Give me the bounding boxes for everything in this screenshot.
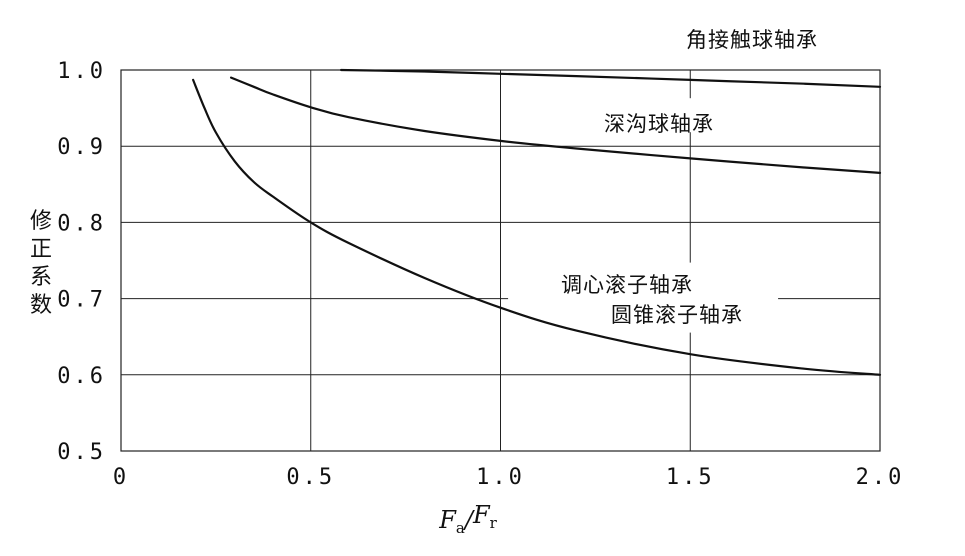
y-tick-label: 0.8 bbox=[57, 211, 106, 236]
y-tick-label: 0.9 bbox=[57, 135, 106, 160]
series-line-3 bbox=[192, 78, 882, 376]
label-mask bbox=[508, 262, 779, 333]
y-axis-label-char: 数 bbox=[30, 293, 52, 318]
series-layer bbox=[192, 68, 882, 376]
x-axis-label-subscript: a bbox=[456, 519, 465, 537]
series-label-angular-contact: 角接触球轴承 bbox=[686, 28, 818, 52]
series-label-tapered-roller: 圆锥滚子轴承 bbox=[611, 303, 743, 327]
x-tick-label: 0 bbox=[113, 465, 129, 490]
x-axis-label: Fa/Fr bbox=[438, 501, 497, 537]
y-axis-label-char: 修 bbox=[30, 209, 52, 234]
x-axis-label-part: F bbox=[472, 501, 491, 529]
y-axis-label-char: 正 bbox=[30, 237, 52, 262]
y-tick-label: 0.6 bbox=[57, 364, 106, 389]
x-tick-label: 1.5 bbox=[666, 465, 715, 490]
x-tick-label: 1.0 bbox=[476, 465, 525, 490]
x-axis-label-part: / bbox=[463, 506, 476, 534]
x-axis-label-part: F bbox=[438, 506, 457, 534]
series-line-2 bbox=[230, 76, 882, 174]
grid-layer bbox=[120, 18, 961, 452]
series-line-1 bbox=[340, 68, 882, 88]
series-label-deep-groove: 深沟球轴承 bbox=[604, 112, 714, 136]
y-tick-label: 0.7 bbox=[57, 288, 106, 313]
y-tick-label: 1.0 bbox=[57, 59, 106, 84]
x-axis-label-subscript: r bbox=[490, 514, 498, 532]
x-tick-label: 0.5 bbox=[286, 465, 335, 490]
tick-layer: 0 0.5 1.0 1.5 2.0 0.5 0.6 0.7 0.8 0.9 1.0 bbox=[57, 59, 905, 490]
series-label-spherical-roller: 调心滚子轴承 bbox=[561, 273, 693, 297]
x-tick-label: 2.0 bbox=[856, 465, 905, 490]
label-mask bbox=[785, 18, 961, 54]
y-tick-label: 0.5 bbox=[57, 440, 106, 465]
y-axis-label-char: 系 bbox=[30, 265, 52, 290]
label-mask bbox=[583, 98, 724, 133]
